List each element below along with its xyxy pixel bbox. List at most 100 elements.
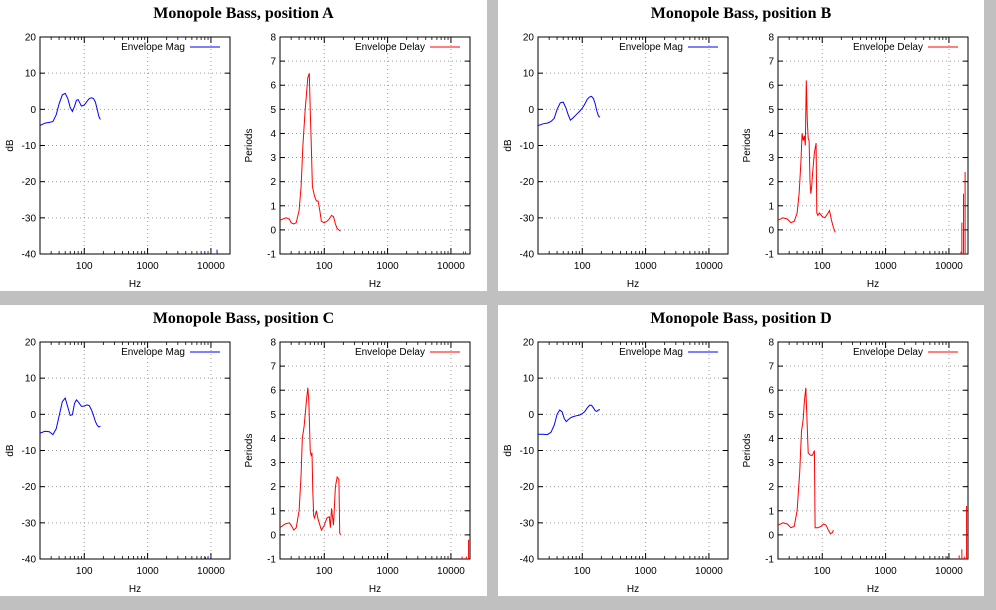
panel-title: Monopole Bass, position C bbox=[152, 310, 335, 327]
panel-position-a: Monopole Bass, position A 100 1000 10000 20… bbox=[0, 0, 487, 291]
plot-frame bbox=[777, 36, 969, 255]
y-tick-label: -10 bbox=[22, 141, 37, 152]
y-tick-label: 7 bbox=[270, 57, 276, 68]
x-tick-label: 1000 bbox=[634, 566, 657, 577]
y-tick-label: 6 bbox=[270, 81, 276, 92]
y-tick-label: 0 bbox=[270, 530, 276, 541]
x-tick-label: 1000 bbox=[376, 261, 399, 272]
y-axis-label: Periods bbox=[244, 434, 255, 468]
x-tick-label: 100 bbox=[574, 261, 591, 272]
y-tick-label: 10 bbox=[25, 69, 37, 80]
y-axis-label: Periods bbox=[742, 434, 753, 468]
panel-title: Monopole Bass, position D bbox=[650, 310, 832, 327]
y-tick-label: -10 bbox=[22, 446, 37, 457]
y-tick-label: 20 bbox=[523, 338, 535, 349]
x-tick-label: 100 bbox=[76, 261, 93, 272]
series-group bbox=[778, 387, 968, 559]
x-axis-label: Hz bbox=[867, 584, 879, 595]
y-axis-label: dB bbox=[5, 444, 16, 457]
x-tick-label: 1000 bbox=[634, 261, 657, 272]
y-axis-label: dB bbox=[5, 139, 16, 152]
y-tick-label: 1 bbox=[270, 201, 276, 212]
series-group bbox=[280, 387, 470, 559]
series-group bbox=[538, 95, 601, 127]
x-tick-label: 1000 bbox=[874, 566, 897, 577]
y-tick-label: 7 bbox=[768, 57, 774, 68]
y-tick-label: 10 bbox=[25, 374, 37, 385]
plot-area: 100 1000 1000020100-10-20-30-40HzdBEnvelop… bbox=[503, 33, 969, 290]
series-group bbox=[40, 92, 218, 254]
y-tick-label: 1 bbox=[768, 201, 774, 212]
plot-frame bbox=[279, 36, 471, 255]
x-tick-label: 10000 bbox=[935, 261, 963, 272]
x-axis-label: Hz bbox=[129, 279, 141, 290]
y-tick-label: 20 bbox=[25, 33, 37, 44]
panel-position-c: Monopole Bass, position C 100 1000 10000 20… bbox=[0, 305, 487, 596]
series-group bbox=[280, 73, 467, 254]
x-axis-label: Hz bbox=[129, 584, 141, 595]
y-tick-label: 7 bbox=[768, 362, 774, 373]
y-tick-label: 6 bbox=[270, 386, 276, 397]
series-group bbox=[40, 397, 209, 559]
y-tick-label: 3 bbox=[768, 458, 774, 469]
panel-position-d: Monopole Bass, position D 100 1000 10000 20… bbox=[498, 305, 984, 596]
y-tick-label: -10 bbox=[520, 446, 535, 457]
x-tick-label: 10000 bbox=[695, 261, 723, 272]
x-tick-label: 100 bbox=[76, 566, 93, 577]
y-tick-label: 2 bbox=[768, 482, 774, 493]
plot-frame bbox=[279, 341, 471, 560]
x-axis-label: Hz bbox=[369, 584, 381, 595]
delay-chart: 100 1000 10000 8 7 6 5 4 3 2 1 0 -1 Hz Periods Envelope… bbox=[244, 33, 471, 290]
x-axis-label: Hz bbox=[369, 279, 381, 290]
y-axis-label: dB bbox=[503, 444, 514, 457]
y-tick-label: 1 bbox=[270, 506, 276, 517]
y-tick-label: 0 bbox=[768, 225, 774, 236]
legend-label: Envelope Delay bbox=[355, 42, 425, 53]
y-tick-label: 5 bbox=[270, 410, 276, 421]
delay-series-line bbox=[778, 387, 834, 535]
y-tick-label: 4 bbox=[270, 129, 276, 140]
plot-area: 100 1000 1000020100-10-20-30-40HzdBEnvelop… bbox=[5, 33, 471, 290]
y-tick-label: 10 bbox=[523, 69, 535, 80]
y-tick-label: 5 bbox=[768, 105, 774, 116]
legend-label: Envelope Delay bbox=[853, 347, 923, 358]
x-axis-label: Hz bbox=[627, 584, 639, 595]
legend-label: Envelope Mag bbox=[121, 42, 185, 53]
y-tick-label: 1 bbox=[768, 506, 774, 517]
mag-series-line bbox=[538, 404, 601, 436]
delay-chart: 100 1000 10000 8 7 6 5 4 3 2 1 0 -1 Hz Periods Envelope… bbox=[742, 338, 969, 595]
y-tick-label: -1 bbox=[267, 555, 276, 566]
x-tick-label: 10000 bbox=[437, 566, 465, 577]
y-tick-label: 0 bbox=[30, 410, 36, 421]
series-group bbox=[778, 80, 966, 254]
plot-frame bbox=[777, 341, 969, 560]
x-tick-label: 1000 bbox=[376, 566, 399, 577]
y-tick-label: 2 bbox=[270, 482, 276, 493]
y-tick-label: 0 bbox=[528, 105, 534, 116]
delay-chart: 100 1000 10000 8 7 6 5 4 3 2 1 0 -1 Hz Periods Envelope… bbox=[742, 33, 969, 290]
x-tick-label: 10000 bbox=[437, 261, 465, 272]
legend-label: Envelope Mag bbox=[619, 347, 683, 358]
y-tick-label: -1 bbox=[765, 555, 774, 566]
x-tick-label: 10000 bbox=[695, 566, 723, 577]
y-tick-label: 3 bbox=[768, 153, 774, 164]
y-tick-label: -20 bbox=[520, 177, 535, 188]
y-tick-label: 6 bbox=[768, 386, 774, 397]
y-tick-label: -1 bbox=[765, 250, 774, 261]
y-axis-label: Periods bbox=[244, 129, 255, 163]
legend-label: Envelope Mag bbox=[619, 42, 683, 53]
x-tick-label: 1000 bbox=[136, 566, 159, 577]
y-tick-label: 20 bbox=[523, 33, 535, 44]
y-tick-label: 2 bbox=[768, 177, 774, 188]
y-tick-label: -20 bbox=[520, 482, 535, 493]
mag-chart: 100 1000 1000020100-10-20-30-40HzdBEnvelop… bbox=[5, 338, 231, 595]
x-axis-label: Hz bbox=[627, 279, 639, 290]
y-tick-label: 8 bbox=[270, 338, 276, 349]
y-tick-label: -30 bbox=[520, 213, 535, 224]
y-tick-label: 20 bbox=[25, 338, 37, 349]
y-tick-label: -20 bbox=[22, 482, 37, 493]
x-tick-label: 10000 bbox=[197, 566, 225, 577]
y-tick-label: 0 bbox=[528, 410, 534, 421]
legend-label: Envelope Delay bbox=[355, 347, 425, 358]
y-tick-label: 0 bbox=[30, 105, 36, 116]
